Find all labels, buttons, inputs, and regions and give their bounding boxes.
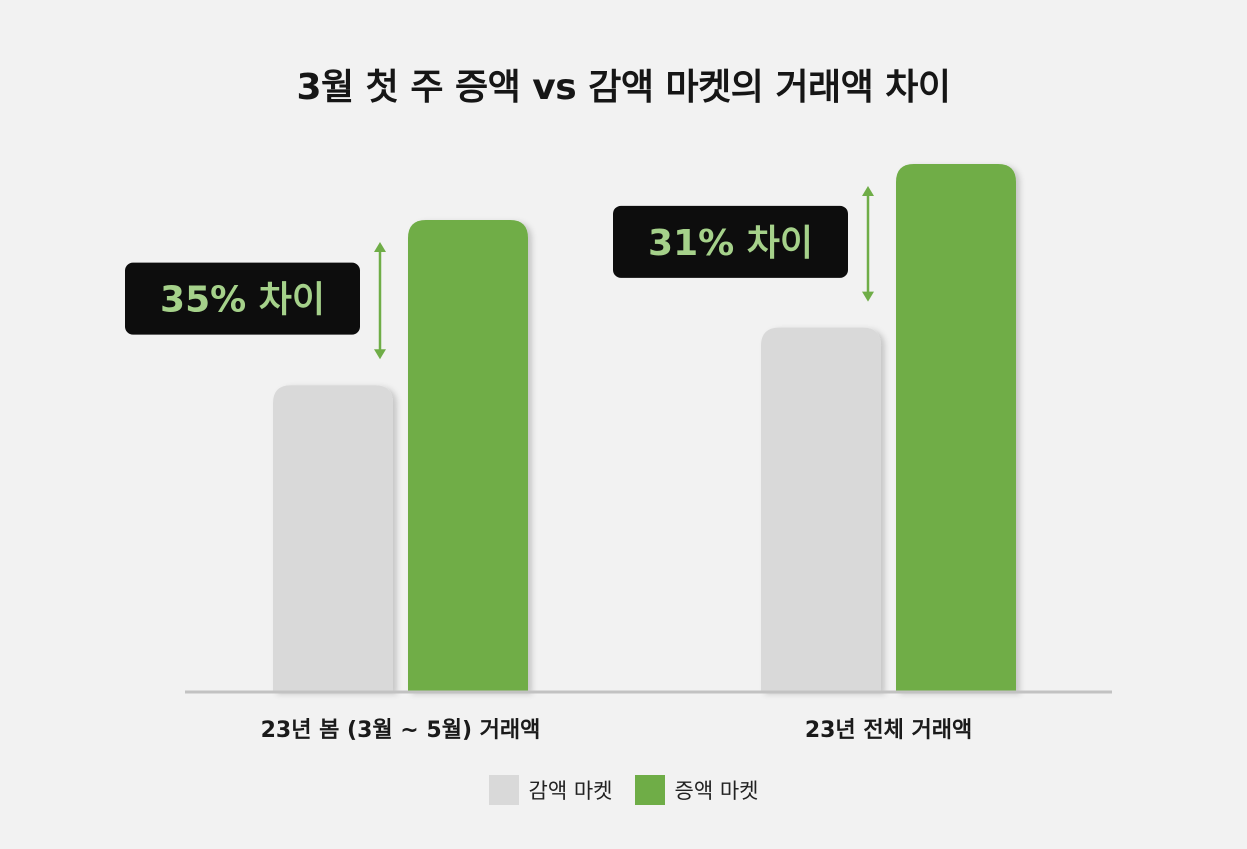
legend-item-decrease: 감액 마켓 — [488, 775, 613, 805]
legend-label-increase: 증액 마켓 — [674, 779, 759, 803]
category-labels-layer: 23년 봄 (3월 ~ 5월) 거래액 23년 전체 거래액 — [261, 718, 973, 743]
legend-label-decrease: 감액 마켓 — [528, 779, 613, 803]
legend-item-increase: 증액 마켓 — [634, 775, 759, 805]
bar-0-0 — [273, 385, 393, 692]
annotation-box-1 — [613, 205, 848, 278]
bar-1-0 — [761, 327, 881, 692]
chart-title: 3월 첫 주 증액 vs 감액 마켓의 거래액 차이 — [296, 67, 951, 108]
difference-arrow-1 — [862, 186, 874, 302]
legend-swatch-increase — [634, 775, 665, 805]
category-label-1: 23년 전체 거래액 — [805, 718, 972, 743]
annotation-label-1: 31% 차이 — [648, 223, 813, 264]
bars-layer — [273, 164, 1016, 692]
bar-0-1 — [408, 220, 528, 692]
legend: 감액 마켓 증액 마켓 — [0, 775, 1247, 805]
difference-arrow-0 — [374, 242, 386, 360]
annotation-box-0 — [125, 262, 360, 335]
legend-swatch-decrease — [488, 775, 519, 805]
annotation-label-0: 35% 차이 — [160, 280, 325, 321]
category-label-0: 23년 봄 (3월 ~ 5월) 거래액 — [261, 718, 541, 743]
annotation-layer: 35% 차이 31% 차이 — [125, 186, 874, 360]
bar-1-1 — [896, 164, 1016, 692]
